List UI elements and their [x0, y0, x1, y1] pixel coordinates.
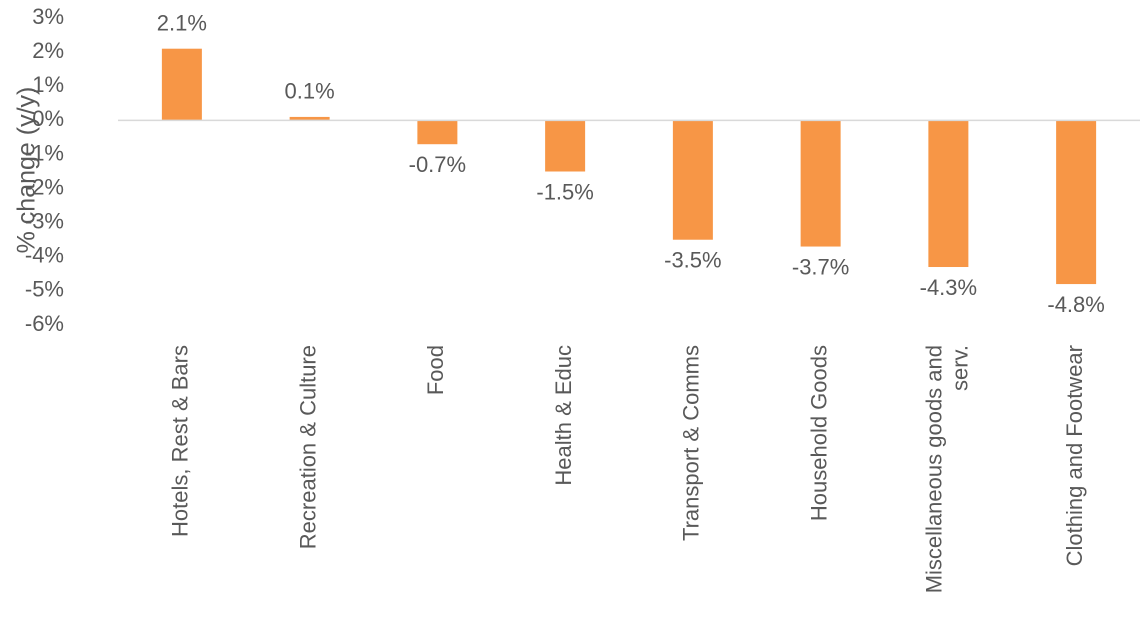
x-tick-label: Household Goods [806, 345, 831, 521]
y-tick-label: 3% [32, 4, 64, 29]
x-tick-label: Clothing and Footwear [1062, 345, 1087, 566]
x-tick-label: Hotels, Rest & Bars [168, 345, 193, 537]
y-tick-label: -2% [25, 174, 64, 199]
bar [672, 120, 713, 240]
value-label: -0.7% [409, 152, 466, 177]
value-label: -3.7% [792, 254, 849, 279]
value-label: 2.1% [157, 11, 207, 36]
value-label: -1.5% [536, 179, 593, 204]
y-tick-label: -5% [25, 277, 64, 302]
bar [545, 120, 586, 172]
y-tick-label: -3% [25, 208, 64, 233]
x-tick-label: Food [423, 345, 448, 395]
bar [800, 120, 841, 247]
bar [928, 120, 969, 268]
bar [161, 48, 202, 121]
value-label: -3.5% [664, 248, 721, 273]
bar [289, 116, 330, 121]
x-tick-label: Recreation & Culture [295, 345, 320, 549]
y-axis-title: % change (y/y) [13, 87, 41, 254]
x-tick-label: Miscellaneous goods andserv. [921, 345, 972, 593]
x-tick-label: Transport & Comms [679, 345, 704, 541]
value-label: -4.3% [920, 275, 977, 300]
y-tick-label: 2% [32, 38, 64, 63]
value-label: 0.1% [285, 79, 335, 104]
y-tick-label: -6% [25, 311, 64, 336]
y-tick-label: -1% [25, 140, 64, 165]
x-tick-label: Health & Educ [551, 345, 576, 486]
value-label: -4.8% [1047, 292, 1104, 317]
bar [1056, 120, 1097, 285]
y-tick-label: 1% [32, 72, 64, 97]
bar [417, 120, 458, 145]
y-tick-label: 0% [32, 106, 64, 131]
y-tick-label: -4% [25, 243, 64, 268]
